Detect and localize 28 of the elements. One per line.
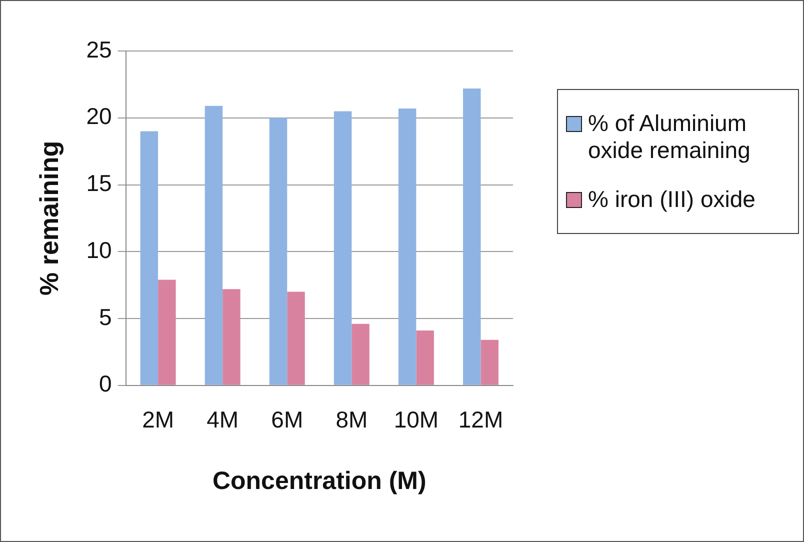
y-tick-label: 10 [86, 236, 112, 263]
bar [222, 289, 240, 385]
y-tick-label: 15 [86, 170, 112, 196]
y-tick-label: 25 [86, 36, 112, 62]
legend-label: % iron (III) oxide [588, 186, 756, 213]
x-tick-label: 2M [142, 406, 174, 433]
bar [416, 330, 434, 385]
y-tick-label: 5 [98, 304, 112, 330]
legend-label: % of Aluminium oxide remaining [588, 110, 752, 164]
bar [204, 106, 223, 385]
x-tick-label: 6M [271, 406, 304, 433]
bar [462, 88, 481, 385]
bar [398, 108, 416, 385]
x-tick-label: 8M [336, 406, 368, 433]
bar [480, 340, 498, 385]
x-axis-title: Concentration (M) [212, 466, 426, 495]
bar [269, 118, 288, 385]
bar [287, 292, 305, 385]
x-tick-label: 10M [394, 406, 439, 433]
x-tick-label: 12M [458, 406, 504, 433]
bar [158, 280, 176, 385]
bar [352, 324, 370, 385]
y-tick-label: 20 [86, 103, 112, 130]
x-tick-label: 4M [206, 406, 239, 433]
y-tick-label: 0 [98, 370, 112, 397]
bar [140, 131, 158, 385]
bar [334, 111, 352, 385]
y-axis-title: % remaining [34, 140, 64, 296]
